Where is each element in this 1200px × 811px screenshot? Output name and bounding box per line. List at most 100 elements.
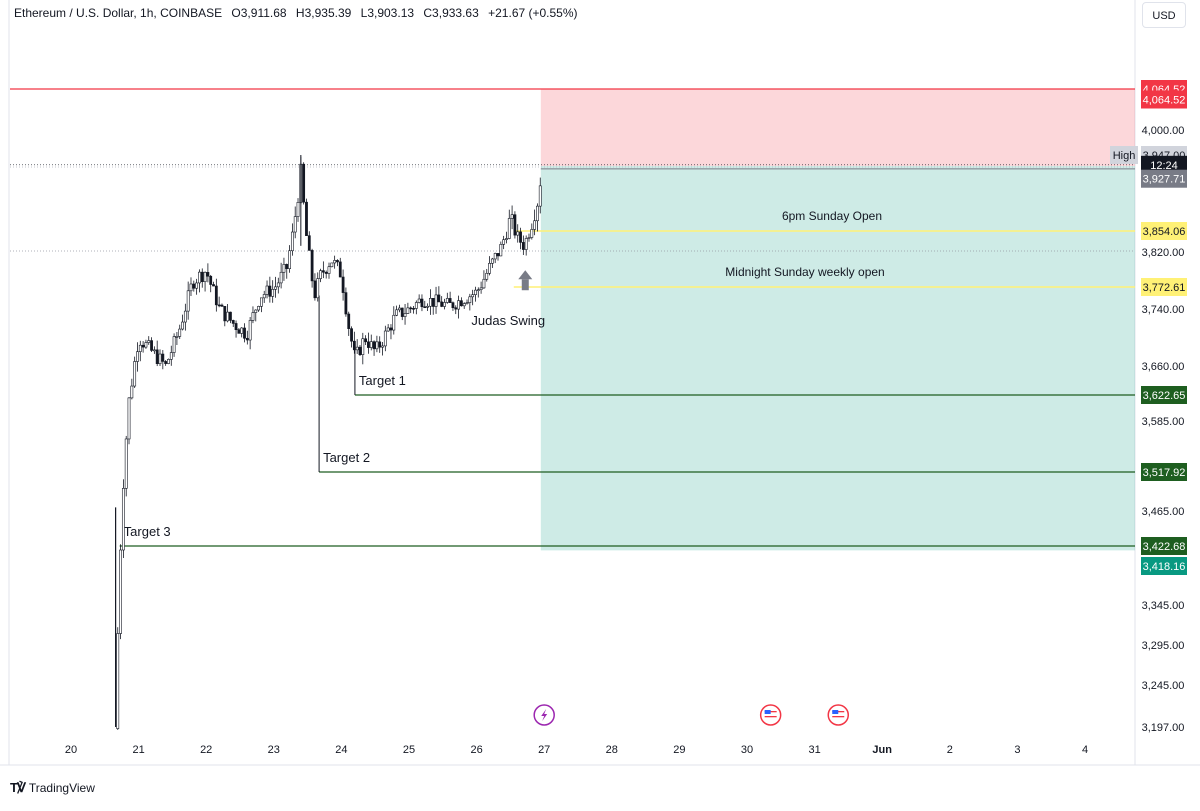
y-tick-label: 3,295.00 bbox=[1142, 640, 1185, 652]
candle-body bbox=[195, 282, 199, 289]
candle-body bbox=[502, 239, 506, 245]
candle-body bbox=[265, 285, 269, 295]
high-prefix-tag bbox=[1110, 146, 1138, 164]
x-tick-label: 27 bbox=[538, 744, 550, 756]
symbol-title: Ethereum / U.S. Dollar, 1h, COINBASE bbox=[14, 6, 223, 20]
candle-body bbox=[474, 289, 477, 295]
candle-body bbox=[431, 298, 435, 307]
candle-body bbox=[290, 231, 294, 252]
candle-body bbox=[209, 275, 213, 285]
candle-body bbox=[383, 330, 387, 347]
candle-body bbox=[426, 305, 429, 308]
candle-body bbox=[192, 283, 196, 289]
brand-label: TradingView bbox=[28, 781, 95, 795]
annotation-label: Judas Swing bbox=[471, 313, 545, 328]
candle-body bbox=[248, 320, 252, 341]
candle-body bbox=[282, 264, 286, 273]
candle-body bbox=[524, 238, 528, 250]
x-tick-label: 31 bbox=[808, 744, 820, 756]
candle-body bbox=[254, 309, 258, 313]
candle-body bbox=[293, 216, 297, 233]
candle-body bbox=[161, 353, 165, 362]
x-tick-label: 28 bbox=[606, 744, 618, 756]
candle-body bbox=[130, 385, 134, 399]
flag-stripe bbox=[832, 713, 845, 715]
price-tag bbox=[1141, 169, 1187, 188]
candle-body bbox=[231, 320, 235, 324]
symbol-header: Ethereum / U.S. Dollar, 1h, COINBASE O3,… bbox=[14, 6, 584, 20]
candle-body bbox=[505, 238, 508, 241]
up-arrow-icon bbox=[518, 270, 533, 280]
candle-body bbox=[381, 345, 384, 348]
currency-button[interactable]: USD bbox=[1142, 2, 1186, 28]
candle-body bbox=[386, 327, 390, 332]
x-tick-label: 25 bbox=[403, 744, 415, 756]
x-tick-label: 21 bbox=[132, 744, 144, 756]
y-tick-label: 3,820.00 bbox=[1142, 247, 1185, 259]
candle-body bbox=[448, 298, 452, 303]
candle-body bbox=[476, 289, 480, 292]
level-label: 6pm Sunday Open bbox=[782, 209, 882, 223]
target-label: Target 3 bbox=[124, 524, 171, 539]
tradingview-logo-icon: T℣ bbox=[10, 780, 26, 795]
candle-body bbox=[389, 327, 393, 331]
candle-body bbox=[493, 253, 497, 260]
candle-body bbox=[321, 270, 325, 273]
target-label: Target 2 bbox=[323, 450, 370, 465]
candle-body bbox=[347, 313, 351, 329]
candle-body bbox=[206, 272, 210, 277]
candle-body bbox=[164, 361, 168, 364]
candle-body bbox=[443, 302, 446, 307]
candle-body bbox=[333, 260, 337, 264]
candle-body bbox=[285, 264, 289, 269]
price-tag-label: 3,772.61 bbox=[1143, 282, 1186, 294]
y-tick-label: 3,465.00 bbox=[1142, 506, 1185, 518]
candle-body bbox=[316, 278, 320, 299]
flag-stripe bbox=[832, 716, 845, 718]
candle-body bbox=[262, 294, 266, 299]
candle-body bbox=[361, 338, 365, 355]
candle-body bbox=[403, 313, 407, 317]
candle-body bbox=[138, 344, 142, 352]
candle-body bbox=[150, 340, 153, 351]
x-tick-label: 22 bbox=[200, 744, 212, 756]
up-arrow-shaft bbox=[521, 279, 529, 291]
candle-body bbox=[324, 271, 328, 274]
candle-body bbox=[302, 163, 306, 203]
x-tick-label: 2 bbox=[947, 744, 953, 756]
target-label: Target 1 bbox=[359, 373, 406, 388]
price-tag bbox=[1141, 557, 1187, 575]
candle-body bbox=[141, 344, 145, 348]
candle-body bbox=[459, 300, 463, 307]
candle-body bbox=[158, 353, 162, 364]
us-flag-event-icon bbox=[759, 704, 782, 726]
candle-body bbox=[423, 306, 427, 309]
candle-body bbox=[327, 266, 331, 274]
candle-body bbox=[375, 341, 379, 350]
price-tag-label: 4,064.52 bbox=[1143, 94, 1186, 106]
price-tag-label: 3,927.71 bbox=[1143, 174, 1186, 186]
candle-body bbox=[119, 549, 122, 634]
candle-body bbox=[175, 336, 179, 338]
candle-body bbox=[369, 341, 373, 348]
candle-body bbox=[358, 346, 362, 355]
y-tick-label: 3,245.00 bbox=[1142, 680, 1185, 692]
candle-body bbox=[420, 298, 424, 308]
flag-stripe bbox=[764, 716, 777, 718]
candle-body bbox=[488, 262, 491, 274]
candle-body bbox=[189, 283, 193, 292]
candle-body bbox=[355, 346, 359, 351]
price-tag bbox=[1141, 155, 1187, 174]
x-tick-label: Jun bbox=[872, 744, 892, 756]
brand-footer: T℣ TradingView bbox=[10, 780, 95, 796]
candle-body bbox=[417, 298, 421, 303]
candle-body bbox=[412, 307, 415, 310]
candle-body bbox=[144, 342, 148, 348]
candle-body bbox=[260, 297, 263, 307]
candle-body bbox=[519, 231, 522, 243]
candle-body bbox=[305, 201, 308, 236]
candle-body bbox=[167, 359, 170, 364]
price-tag-label: 3,517.92 bbox=[1143, 467, 1186, 479]
candle-body bbox=[155, 349, 159, 364]
